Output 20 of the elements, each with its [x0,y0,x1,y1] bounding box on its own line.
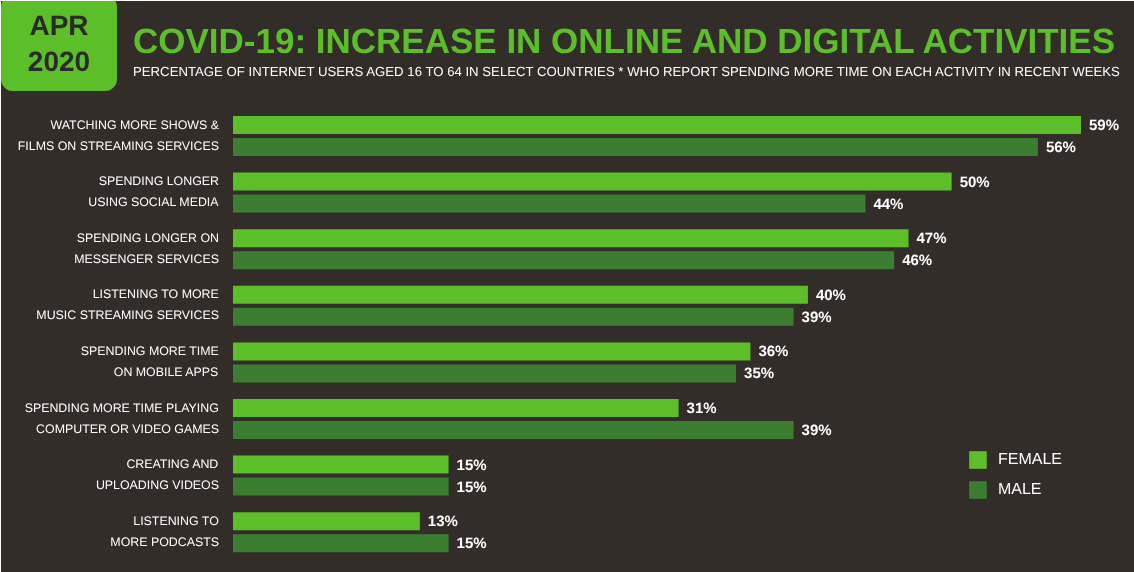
chart-title: COVID-19: INCREASE IN ONLINE AND DIGITAL ACTIVITIES [133,21,1116,61]
bar [233,421,794,439]
bar [233,512,420,531]
bar [233,534,449,553]
bar [233,138,1038,156]
bar [233,364,737,383]
bar [233,116,1081,134]
bar [233,477,449,496]
legend-label: MALE [997,480,1042,498]
bar [233,172,952,191]
bar [233,399,679,417]
bar [233,251,895,270]
bar [233,285,808,304]
bar [233,455,449,474]
text: APR 2020 [27,9,91,77]
bar [233,342,751,361]
bar [233,194,866,213]
bar [233,307,794,326]
legend-label: FEMALE [997,450,1062,468]
bar [233,229,909,248]
